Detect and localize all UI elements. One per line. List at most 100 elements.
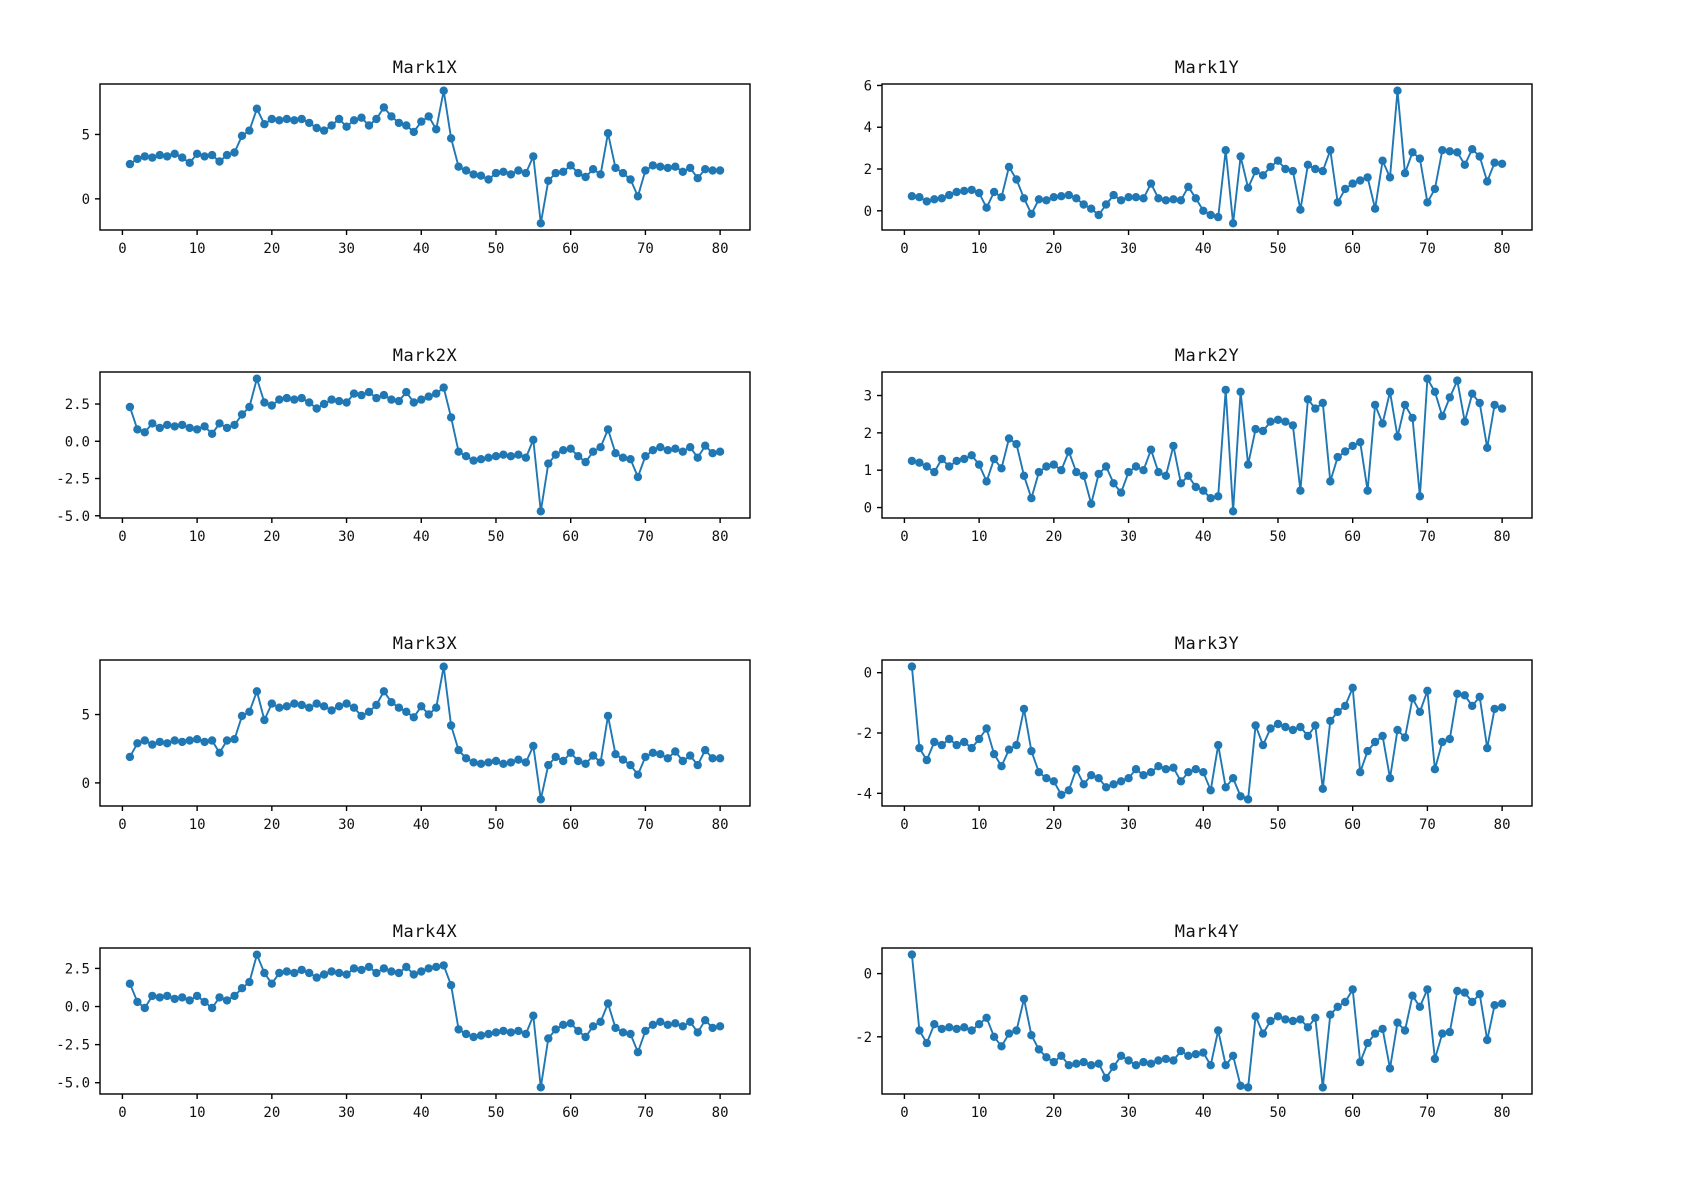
x-tick-label: 20 <box>263 817 280 833</box>
data-point <box>1251 166 1260 176</box>
subplot-Mark4Y: Mark4Y 0 10 20 30 40 50 60 70 80 0 -2 <box>855 922 1533 1121</box>
data-point <box>185 736 194 745</box>
data-point <box>588 1022 598 1031</box>
x-tick-label: 0 <box>900 529 908 545</box>
y-tick-label: 2.5 <box>65 397 90 413</box>
data-point <box>701 165 710 174</box>
subplot-title: Mark2X <box>393 346 458 366</box>
data-point <box>907 662 917 671</box>
data-point <box>1214 492 1223 501</box>
data-point <box>1236 152 1245 161</box>
data-point <box>1453 689 1462 698</box>
data-point <box>140 428 149 437</box>
plot-area <box>99 83 751 231</box>
data-point <box>1087 499 1096 508</box>
data-point <box>446 413 456 422</box>
data-point <box>945 734 954 744</box>
data-point <box>1042 196 1051 205</box>
data-point <box>1475 989 1484 999</box>
data-point <box>945 462 954 471</box>
data-point <box>1057 1051 1066 1060</box>
data-point <box>1438 1029 1447 1038</box>
data-point <box>922 755 931 765</box>
data-point <box>989 187 999 197</box>
data-point <box>1363 486 1372 495</box>
data-point <box>581 1032 590 1042</box>
data-point <box>678 447 687 456</box>
data-point <box>663 754 672 763</box>
data-point <box>551 1025 560 1034</box>
data-point <box>997 1042 1006 1051</box>
data-point <box>1236 1081 1245 1090</box>
data-point <box>1154 194 1163 203</box>
data-point <box>1288 421 1298 430</box>
data-point <box>387 112 396 121</box>
data-point <box>163 991 172 1001</box>
data-point <box>200 152 209 161</box>
data-point <box>1497 159 1507 168</box>
data-point <box>222 423 232 433</box>
data-point <box>1012 439 1021 449</box>
data-point <box>319 702 329 711</box>
data-point <box>1094 1059 1103 1068</box>
x-tick-label: 10 <box>189 1105 206 1121</box>
x-tick-label: 20 <box>263 529 280 545</box>
data-point <box>178 737 187 747</box>
data-point <box>1004 162 1014 172</box>
data-point <box>409 127 418 137</box>
data-point <box>469 1032 478 1042</box>
data-point <box>245 977 254 987</box>
data-point <box>1169 1056 1178 1065</box>
data-point <box>1356 438 1365 447</box>
data-point <box>402 121 411 130</box>
data-point <box>930 1020 939 1029</box>
data-point <box>1124 774 1133 783</box>
data-point <box>417 967 426 976</box>
data-point <box>237 410 247 419</box>
data-point <box>200 422 209 431</box>
data-point <box>290 699 299 708</box>
data-point <box>342 970 351 979</box>
data-point <box>402 707 411 716</box>
data-point <box>678 1022 687 1031</box>
x-tick-label: 20 <box>1045 1105 1062 1121</box>
data-point <box>282 393 291 403</box>
data-point <box>1049 460 1058 469</box>
data-point <box>1139 466 1148 475</box>
data-point <box>1176 479 1186 488</box>
data-point <box>297 965 306 975</box>
x-tick-label: 10 <box>971 241 988 257</box>
data-point <box>1236 792 1245 801</box>
data-point <box>1430 387 1440 396</box>
y-tick-label: -2.5 <box>56 1038 90 1054</box>
data-point <box>626 1029 635 1039</box>
x-tick-label: 30 <box>338 241 355 257</box>
data-point <box>1497 703 1507 712</box>
data-point <box>290 116 299 125</box>
data-point <box>1184 182 1193 191</box>
data-point <box>148 740 157 749</box>
data-point <box>937 194 946 203</box>
data-point <box>907 950 917 959</box>
x-tick-label: 20 <box>1045 529 1062 545</box>
data-line <box>128 89 722 225</box>
data-point <box>603 129 613 138</box>
data-point <box>1221 146 1230 155</box>
data-point <box>1483 177 1492 186</box>
data-point <box>1475 152 1484 161</box>
data-point <box>297 393 306 403</box>
data-point <box>641 452 650 461</box>
data-point <box>1258 1029 1268 1038</box>
data-point <box>245 707 254 716</box>
data-point <box>1064 786 1073 795</box>
data-point <box>200 997 209 1007</box>
data-point <box>641 752 650 762</box>
data-point <box>237 984 247 993</box>
data-point <box>394 703 404 712</box>
data-point <box>1049 1057 1058 1067</box>
data-point <box>1296 722 1305 732</box>
data-point <box>334 114 344 124</box>
x-tick-label: 10 <box>971 1105 988 1121</box>
data-point <box>379 103 389 112</box>
data-point <box>439 86 448 95</box>
